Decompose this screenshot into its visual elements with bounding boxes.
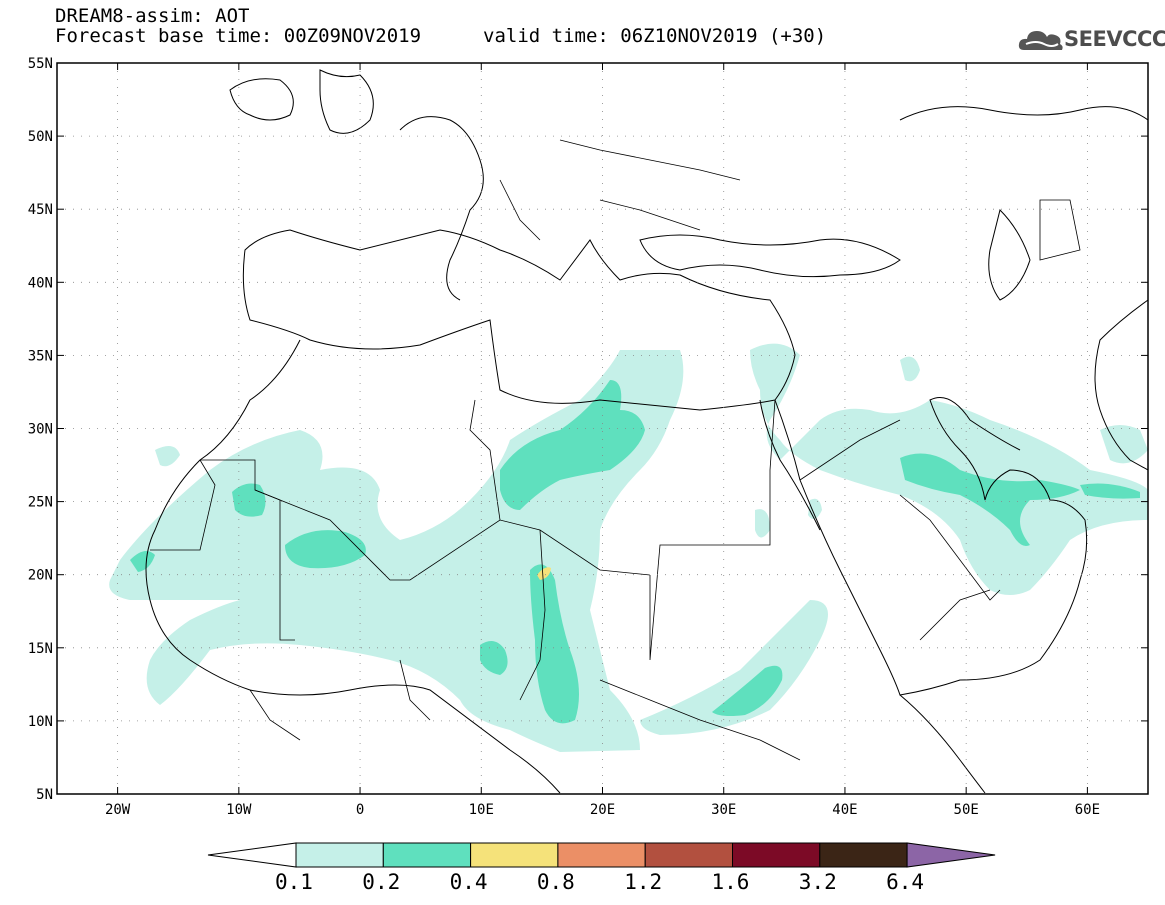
- coastlines: [145, 69, 1148, 794]
- lon-tick-label: 10W: [226, 802, 252, 818]
- lat-tick-label: 45N: [28, 202, 53, 218]
- colorbar-label: 1.2: [624, 870, 663, 894]
- colorbar-label: 0.8: [536, 870, 575, 894]
- lon-tick-label: 60E: [1075, 802, 1100, 818]
- aot-band-0.2: [130, 380, 1140, 724]
- forecast-base-time: Forecast base time: 00Z09NOV2019: [55, 25, 422, 47]
- model-title: DREAM8-assim: AOT: [55, 5, 250, 27]
- lat-tick-label: 50N: [28, 129, 53, 145]
- lat-tick-label: 10N: [28, 714, 53, 730]
- colorbar-box: [470, 842, 559, 868]
- axis-ticks: [57, 62, 1148, 795]
- cloud-icon: [1018, 31, 1063, 50]
- lon-tick-label: 40E: [832, 802, 857, 818]
- logo-text: SEEVCCC: [1064, 27, 1165, 51]
- colorbar-box: [295, 842, 384, 868]
- country-borders: [150, 139, 1081, 761]
- lon-tick-label: 20W: [105, 802, 131, 818]
- colorbar-label: 0.4: [449, 870, 488, 894]
- lat-tick-label: 55N: [28, 56, 53, 72]
- lat-tick-label: 30N: [28, 422, 53, 438]
- colorbar-box: [644, 842, 734, 868]
- colorbar-box: [382, 842, 472, 868]
- lon-tick-label: 20E: [590, 802, 615, 818]
- colorbar-boxes: [207, 842, 996, 868]
- lon-tick-label: 10E: [469, 802, 494, 818]
- aot-band-0.4: [537, 567, 551, 580]
- aot-field: [109, 343, 1148, 752]
- map-frame: [56, 62, 1149, 795]
- lat-tick-label: 5N: [36, 787, 53, 803]
- axis-labels: 55N 50N 45N 40N 35N 30N 25N 20N 15N 10N 5N 20W 10W 0 1…: [28, 56, 1100, 818]
- lat-tick-label: 35N: [28, 348, 53, 364]
- colorbar-box: [732, 842, 821, 868]
- colorbar-label: 0.2: [362, 870, 401, 894]
- seevccc-logo: SEEVCCC: [1018, 22, 1165, 56]
- colorbar-label: 6.4: [886, 870, 925, 894]
- lon-tick-label: 0: [356, 802, 364, 818]
- colorbar-over-triangle: [906, 842, 996, 868]
- lon-tick-label: 30E: [711, 802, 736, 818]
- colorbar-box: [557, 842, 646, 868]
- lat-tick-label: 15N: [28, 641, 53, 657]
- colorbar-label: 0.1: [275, 870, 313, 894]
- colorbar-under-triangle: [207, 842, 297, 868]
- lon-tick-label: 50E: [954, 802, 979, 818]
- colorbar-box: [819, 842, 908, 868]
- colorbar-label: 3.2: [798, 870, 837, 894]
- valid-time: valid time: 06Z10NOV2019 (+30): [483, 25, 827, 47]
- lat-tick-label: 40N: [28, 275, 53, 291]
- colorbar-label: 1.6: [711, 870, 750, 894]
- lat-tick-label: 25N: [28, 495, 53, 511]
- lat-tick-label: 20N: [28, 568, 53, 584]
